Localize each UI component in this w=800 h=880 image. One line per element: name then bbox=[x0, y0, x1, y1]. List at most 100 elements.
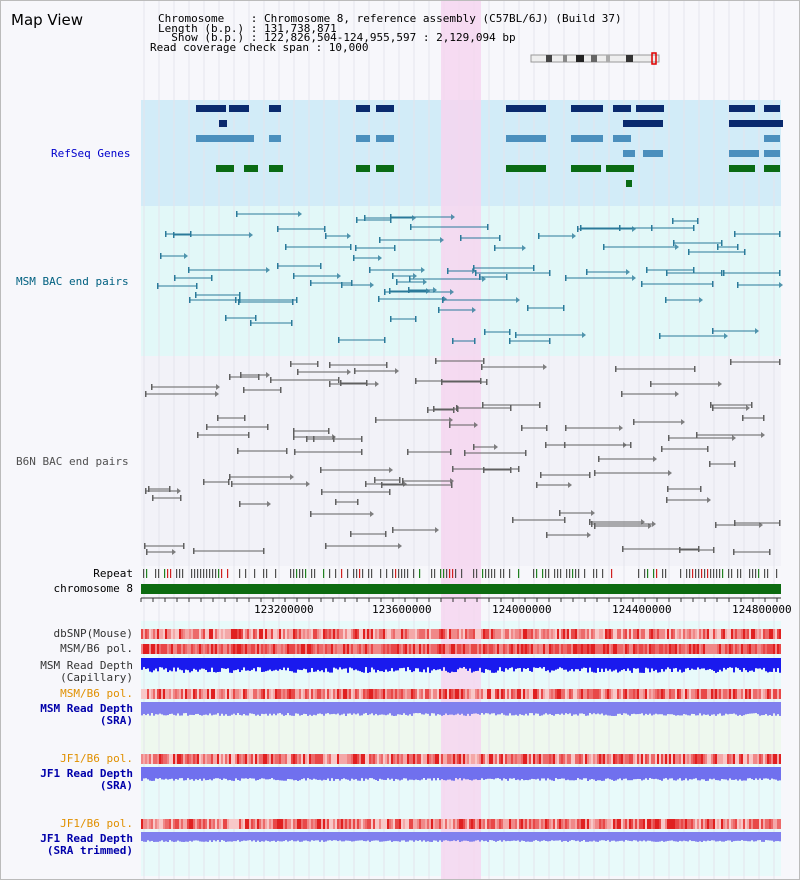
msm-capillary-depth-bar bbox=[481, 658, 483, 673]
msm-sra-pol-heat-cell bbox=[175, 689, 177, 699]
msm-bac-end-pairs-label[interactable]: MSM BAC end pairs bbox=[16, 275, 129, 288]
jf1-trim-depth-bar bbox=[409, 832, 411, 841]
repeat-mark bbox=[218, 569, 220, 578]
repeat-mark bbox=[293, 569, 295, 578]
msm-sra-depth-bar bbox=[707, 702, 709, 715]
msm-sra-depth-bar bbox=[681, 702, 683, 716]
jf1-sra-depth-bar bbox=[439, 767, 441, 781]
msm-sra-depth-bar bbox=[547, 702, 549, 715]
jf1-trim-pol-heat-cell bbox=[609, 819, 611, 829]
msm-sra-pol-heat-cell bbox=[279, 689, 281, 699]
jf1-sra-depth-bar bbox=[293, 767, 295, 781]
jf1-trim-pol-heat-cell bbox=[309, 819, 311, 829]
msm-pol-heat-cell bbox=[285, 644, 287, 654]
msm-sra-pol-heat-cell bbox=[399, 689, 401, 699]
msm-sra-pol-heat-cell bbox=[595, 689, 597, 699]
msm-capillary-depth-bar bbox=[493, 658, 495, 673]
msm-sra-depth-bar bbox=[759, 702, 761, 716]
jf1-pol-heat-cell bbox=[389, 754, 391, 764]
jf1-trim-depth-bar bbox=[361, 832, 363, 841]
jf1-trim-pol-heat-cell bbox=[737, 819, 739, 829]
jf1-trim-depth-bar bbox=[703, 832, 705, 841]
jf1-trim-pol-heat-cell bbox=[721, 819, 723, 829]
jf1-pol-heat-cell bbox=[393, 754, 395, 764]
dbsnp-heat-cell bbox=[501, 629, 503, 639]
msm-pol-heat-cell bbox=[357, 644, 359, 654]
jf1-pol-heat-cell bbox=[465, 754, 467, 764]
refseq-genes-label[interactable]: RefSeq Genes bbox=[51, 147, 131, 160]
jf1-trim-pol-heat-cell bbox=[553, 819, 555, 829]
jf1-trim-depth-bar bbox=[581, 832, 583, 842]
msm-pol-heat-cell bbox=[237, 644, 239, 654]
jf1-sra-depth-bar bbox=[571, 767, 573, 781]
msm-capillary-depth-bar bbox=[495, 658, 497, 673]
jf1-trim-depth-bar bbox=[227, 832, 229, 842]
repeat-mark bbox=[179, 569, 181, 578]
jf1-pol-heat-cell bbox=[383, 754, 385, 764]
jf1-sra-depth-bar bbox=[523, 767, 525, 781]
msm-pol-heat-cell bbox=[779, 644, 781, 654]
repeat-mark bbox=[356, 569, 358, 578]
b6n-bac-pair-end bbox=[317, 361, 319, 367]
msm-pol-heat-cell bbox=[635, 644, 637, 654]
jf1-sra-depth-bar bbox=[143, 767, 145, 779]
dbsnp-heat-cell bbox=[537, 629, 539, 639]
jf1-trim-depth-bar bbox=[211, 832, 213, 842]
msm-sra-depth-bar bbox=[203, 702, 205, 715]
msm-sra-depth-bar bbox=[731, 702, 733, 714]
msm-capillary-depth-bar bbox=[503, 658, 505, 672]
msm-pol-heat-cell bbox=[547, 644, 549, 654]
jf1-pol-heat-cell bbox=[567, 754, 569, 764]
msm-capillary-depth-bar bbox=[345, 658, 347, 669]
jf1-sra-depth-bar bbox=[317, 767, 319, 780]
jf1-pol-heat-cell bbox=[647, 754, 649, 764]
jf1-sra-depth-bar bbox=[725, 767, 727, 780]
jf1-trim-pol-heat-cell bbox=[273, 819, 275, 829]
repeat-mark bbox=[557, 569, 559, 578]
b6n-bac-end-pairs-label[interactable]: B6N BAC end pairs bbox=[16, 455, 129, 468]
msm-capillary-depth-bar bbox=[161, 658, 163, 668]
jf1-pol-heat-cell bbox=[519, 754, 521, 764]
jf1-trim-depth-bar bbox=[647, 832, 649, 841]
jf1-sra-depth-bar bbox=[309, 767, 311, 780]
msm-pol-heat-cell bbox=[335, 644, 337, 654]
jf1-trim-depth-bar bbox=[243, 832, 245, 841]
gene-feature bbox=[506, 165, 546, 172]
repeat-mark bbox=[395, 569, 397, 578]
jf1-trim-depth-bar bbox=[217, 832, 219, 841]
jf1-trim-pol-heat-cell bbox=[497, 819, 499, 829]
msm-pol-heat-cell bbox=[511, 644, 513, 654]
jf1-pol-heat-cell bbox=[733, 754, 735, 764]
chromosome-ideogram[interactable] bbox=[530, 52, 660, 65]
msm-sra-depth-bar bbox=[725, 702, 727, 714]
jf1-trim-depth-bar bbox=[483, 832, 485, 842]
jf1-trim-depth-bar bbox=[179, 832, 181, 842]
jf1-sra-depth-bar bbox=[255, 767, 257, 781]
jf1-sra-depth-bar bbox=[617, 767, 619, 780]
msm-bac-pair-end bbox=[646, 267, 648, 273]
dbsnp-heat-cell bbox=[549, 629, 551, 639]
msm-sra-pol-heat-cell bbox=[569, 689, 571, 699]
jf1-read-depth-sra-sub-label: (SRA) bbox=[99, 779, 133, 792]
msm-pol-heat-cell bbox=[297, 644, 299, 654]
msm-bac-pair-end bbox=[293, 273, 295, 279]
jf1-trim-pol-heat-cell bbox=[365, 819, 367, 829]
chromosome-info-line: Chromosome : Chromosome 8, reference ass… bbox=[158, 12, 622, 25]
dbsnp-heat-cell bbox=[213, 629, 215, 639]
dbsnp-heat-cell bbox=[167, 629, 169, 639]
repeat-mark bbox=[227, 569, 229, 578]
jf1-trim-depth-bar bbox=[509, 832, 511, 842]
jf1-pol-heat-cell bbox=[631, 754, 633, 764]
dbsnp-heat-cell bbox=[671, 629, 673, 639]
msm-sra-depth-bar bbox=[697, 702, 699, 716]
dbsnp-heat-cell bbox=[209, 629, 211, 639]
msm-sra-pol-heat-cell bbox=[367, 689, 369, 699]
msm-sra-pol-heat-cell bbox=[231, 689, 233, 699]
dbsnp-heat-cell bbox=[595, 629, 597, 639]
msm-capillary-depth-bar bbox=[255, 658, 257, 672]
jf1-trim-pol-heat-cell bbox=[587, 819, 589, 829]
msm-bac-pair-end bbox=[515, 332, 517, 338]
jf1-sra-depth-bar bbox=[231, 767, 233, 781]
dbsnp-heat-cell bbox=[569, 629, 571, 639]
b6n-bac-pair-end bbox=[457, 406, 459, 412]
